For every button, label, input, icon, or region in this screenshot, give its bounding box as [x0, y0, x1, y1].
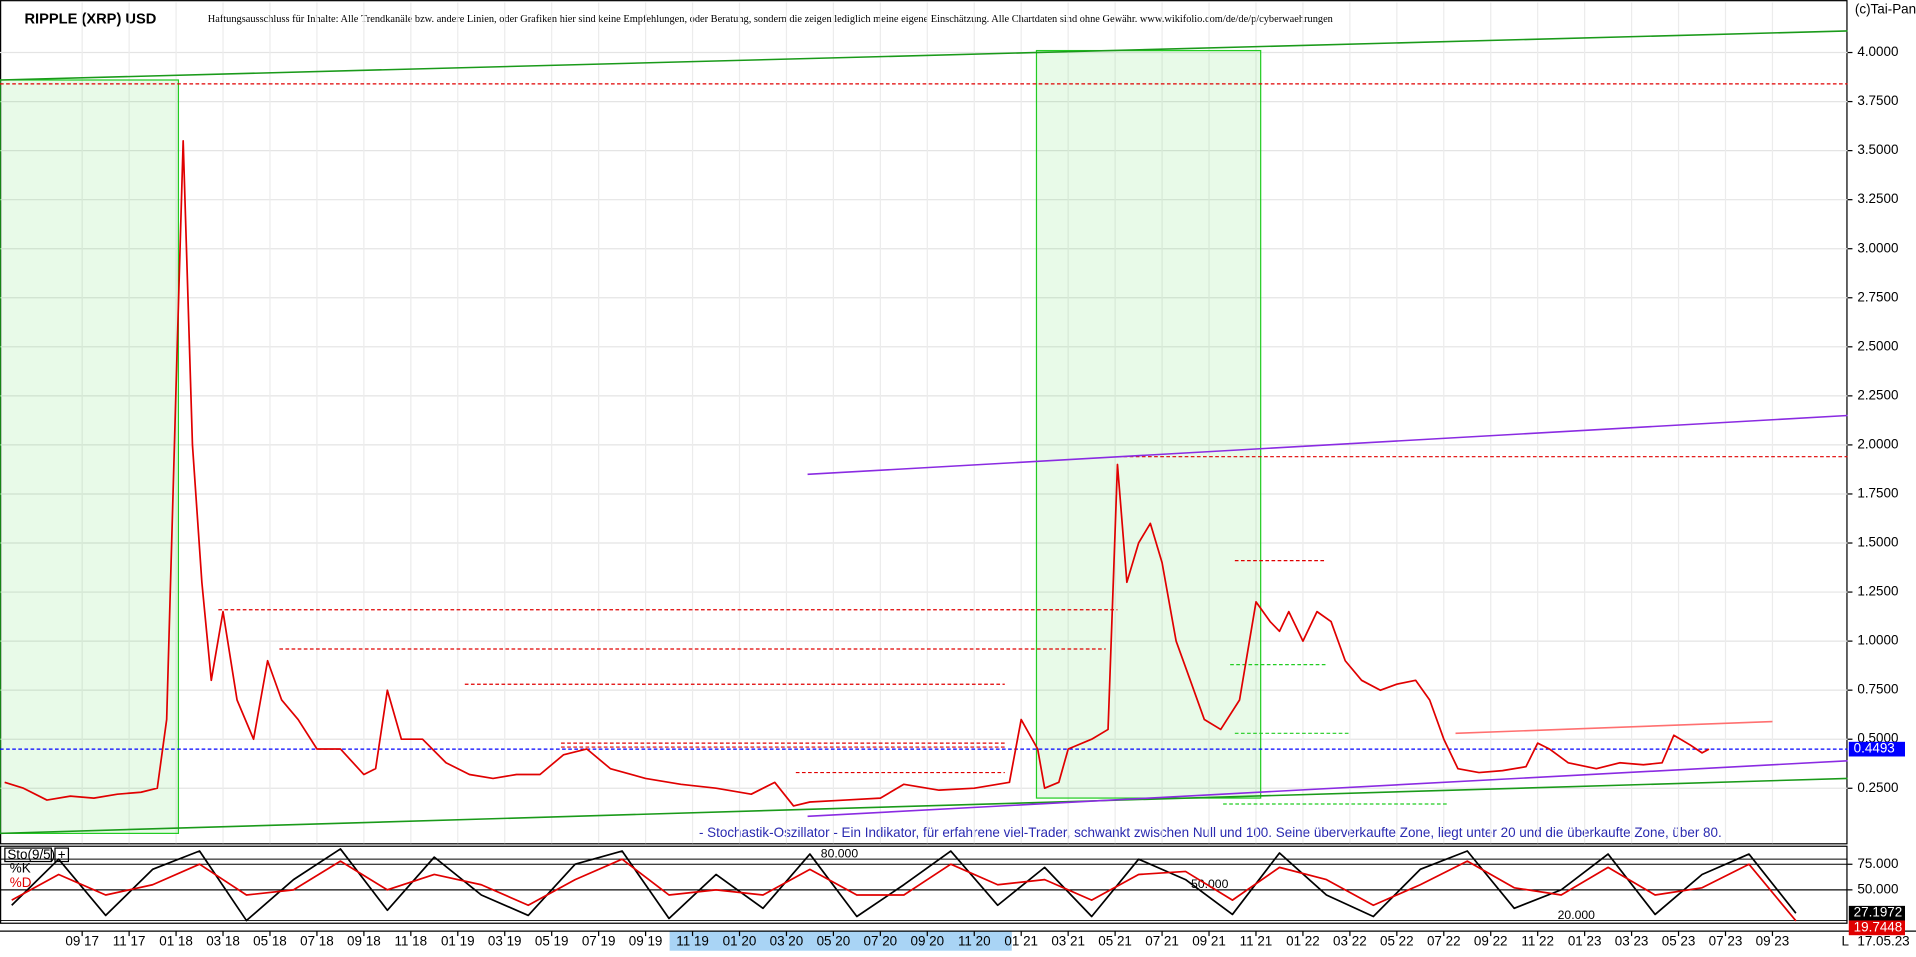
y-tick-label: 2.0000 [1857, 436, 1898, 451]
level-label: 20.000 [1558, 908, 1596, 922]
trend-line [0, 30, 1848, 81]
y-tick-label: 2.7500 [1857, 289, 1898, 304]
last-value-box [1848, 741, 1906, 757]
stoch-line [11, 848, 1797, 922]
x-tick-label: 05 20 [817, 934, 851, 949]
x-tick-label: 05 22 [1380, 934, 1414, 949]
y-tick-label: 0.7500 [1857, 682, 1898, 697]
y-tick-label: 1.7500 [1857, 486, 1898, 501]
x-tick-label: 01 18 [159, 934, 193, 949]
stoch-line [11, 858, 1797, 922]
x-tick-label: 09 21 [1192, 934, 1226, 949]
y-tick-label: 1.2500 [1857, 584, 1898, 599]
y-tick-label: 2.2500 [1857, 387, 1898, 402]
x-tick-label: 07 18 [300, 934, 334, 949]
x-tick-label: 01 20 [723, 934, 757, 949]
legend-entry: %D [10, 875, 32, 890]
price-line [4, 139, 1710, 807]
level-label: 50.000 [1191, 877, 1229, 891]
x-tick-label: 09 19 [629, 934, 663, 949]
zone [0, 79, 180, 834]
x-tick-label: 11 22 [1521, 934, 1554, 949]
x-tick-label: 01 19 [441, 934, 475, 949]
x-tick-label: 07 19 [582, 934, 616, 949]
y-tick-label: 1.0000 [1857, 633, 1898, 648]
trend-line [1455, 720, 1773, 735]
x-tick-label: 03 18 [206, 934, 240, 949]
y-tick-label: 3.5000 [1857, 142, 1898, 157]
x-tick-label: 05 19 [535, 934, 569, 949]
trend-line [807, 414, 1848, 476]
x-tick-label: 11 17 [113, 934, 146, 949]
x-tick-label: 01 21 [1004, 934, 1038, 949]
x-tick-label: 03 21 [1051, 934, 1085, 949]
y-tick-label: 3.0000 [1857, 240, 1898, 255]
x-tick-label: 11 21 [1240, 934, 1273, 949]
x-tick-label: 09 18 [347, 934, 381, 949]
x-tick-label: 07 23 [1709, 934, 1743, 949]
stoch-add-icon: + [58, 847, 66, 862]
y-tick-label: 4.0000 [1857, 44, 1898, 59]
axis-marker: L [1841, 934, 1849, 949]
x-tick-label: 11 18 [395, 934, 428, 949]
trend-line [0, 777, 1848, 835]
x-tick-label: 03 22 [1333, 934, 1367, 949]
stoch-pane-frame [0, 845, 1848, 924]
x-tick-label: 09 23 [1756, 934, 1790, 949]
y-tick-label: 2.5000 [1857, 338, 1898, 353]
legend-entry: %K [10, 860, 31, 875]
y-tick-label: 3.7500 [1857, 93, 1898, 108]
last-value-box [1848, 920, 1906, 936]
date-label: 17.05.23 [1857, 934, 1909, 949]
stoch-title: Sto(9/5) [7, 847, 55, 862]
x-tick-label: 09 17 [65, 934, 99, 949]
zone [1035, 49, 1262, 799]
last-value-label: 0.4493 [1854, 741, 1895, 756]
level-label: 80.000 [821, 846, 859, 860]
stoch-title-box [4, 847, 52, 863]
y-tick-label: 1.5000 [1857, 535, 1898, 550]
x-tick-label: 03 20 [770, 934, 804, 949]
x-tick-label: 07 21 [1145, 934, 1179, 949]
x-tick-label: 09 20 [910, 934, 944, 949]
x-tick-label: 11 19 [676, 934, 709, 949]
disclaimer: Haftungsausschluss für Inhalte: Alle Tre… [208, 14, 1334, 25]
x-tick-label: 11 20 [958, 934, 991, 949]
x-tick-label: 03 19 [488, 934, 522, 949]
last-value-label: 19.7448 [1854, 919, 1903, 934]
x-tick-label: 07 20 [864, 934, 898, 949]
x-tick-label: 05 18 [253, 934, 287, 949]
x-tick-label: 01 22 [1286, 934, 1320, 949]
x-tick-label: 07 22 [1427, 934, 1461, 949]
stoch-annotation: - Stochastik-Oszillator - Ein Indikator,… [699, 825, 1722, 840]
last-value-label: 27.1972 [1854, 905, 1903, 920]
y-tick-label: 0.2500 [1857, 780, 1898, 795]
trend-line [807, 759, 1848, 818]
x-tick-label: 05 23 [1662, 934, 1696, 949]
y-tick-label: 75.000 [1857, 856, 1898, 871]
last-value-box [1848, 905, 1906, 921]
x-axis-highlight [669, 931, 1012, 951]
chart-title: RIPPLE (XRP) USD [24, 11, 156, 27]
x-tick-label: 01 23 [1568, 934, 1602, 949]
x-tick-label: 05 21 [1098, 934, 1132, 949]
y-tick-label: 3.2500 [1857, 191, 1898, 206]
x-tick-label: 03 23 [1615, 934, 1649, 949]
x-tick-label: 09 22 [1474, 934, 1508, 949]
copyright: (c)Tai-Pan [1855, 1, 1916, 16]
y-tick-label: 50.000 [1857, 881, 1898, 896]
